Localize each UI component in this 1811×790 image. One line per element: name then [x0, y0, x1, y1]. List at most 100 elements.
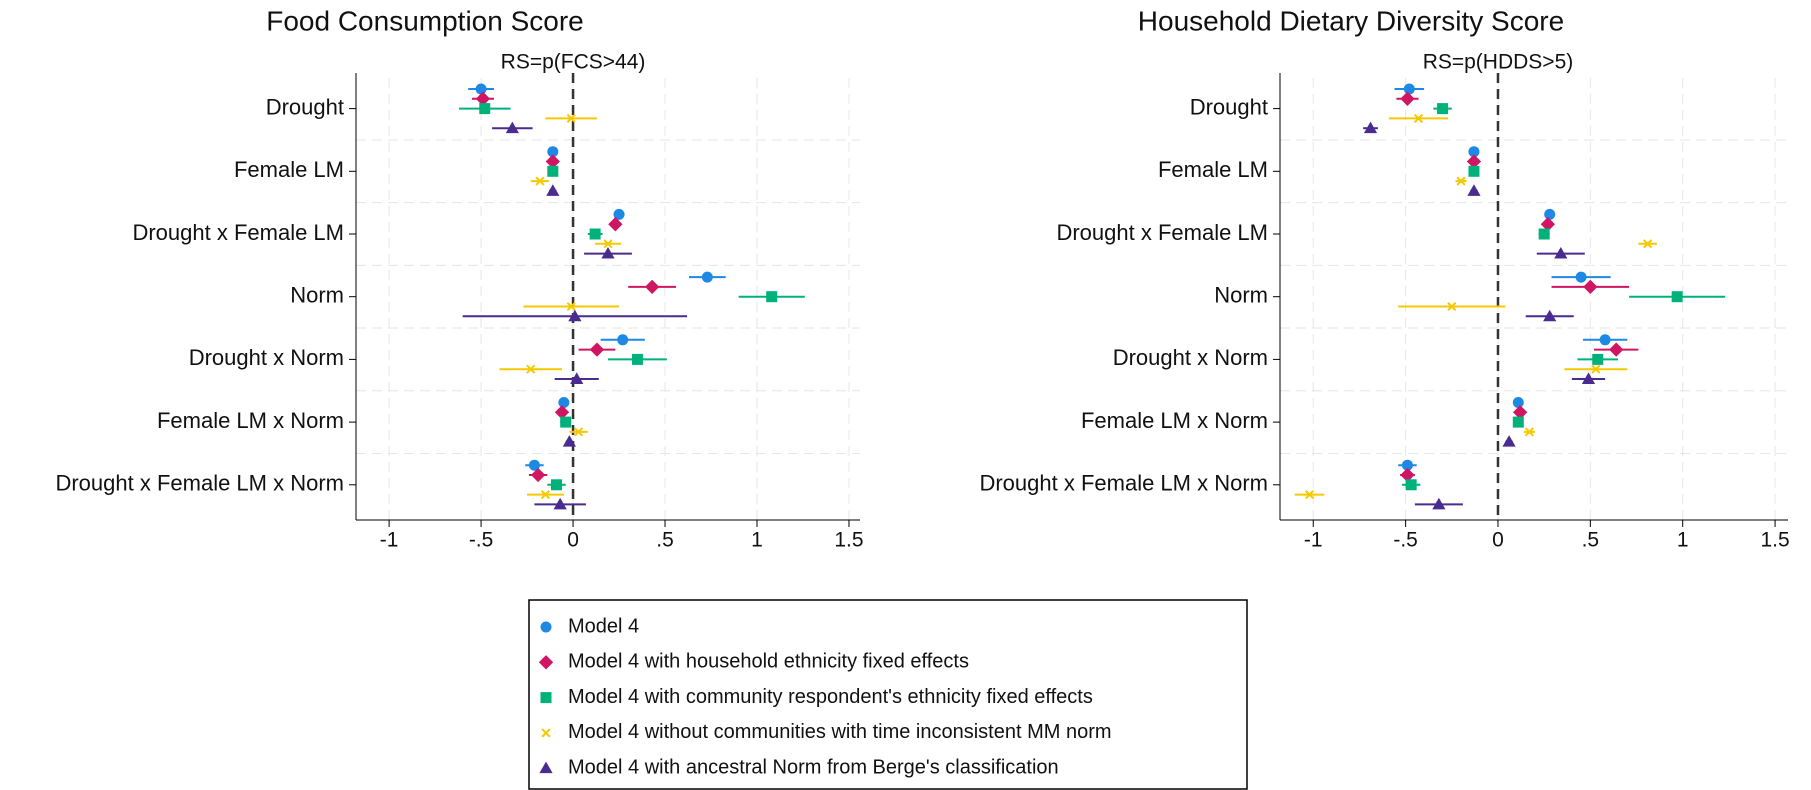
- point: [1405, 479, 1417, 491]
- point: [1575, 271, 1587, 283]
- x-tick-label: 0: [567, 529, 579, 552]
- y-tick-label: Drought x Female LM x Norm: [979, 471, 1268, 496]
- point: [617, 334, 629, 346]
- point: [1468, 165, 1480, 177]
- point: [1591, 364, 1601, 374]
- point: [1401, 459, 1413, 471]
- point: [1502, 435, 1516, 447]
- x-tick-label: -1: [380, 529, 399, 552]
- point: [1363, 121, 1378, 134]
- point: [1540, 217, 1556, 232]
- y-tick-label: Female LM: [1158, 157, 1268, 182]
- point: [570, 372, 584, 384]
- point: [608, 217, 623, 232]
- legend-marker: [541, 728, 551, 738]
- point: [1305, 490, 1315, 500]
- point: [1432, 497, 1446, 510]
- point: [568, 309, 582, 322]
- x-tick-label: 1.5: [1760, 529, 1789, 552]
- y-tick-label: Female LM x Norm: [157, 408, 344, 433]
- point: [1466, 154, 1482, 169]
- x-tick-label: .5: [1582, 529, 1600, 552]
- legend-marker: [539, 761, 553, 774]
- legend-box: [528, 599, 1248, 790]
- y-tick-label: Drought x Female LM: [132, 220, 344, 245]
- x-tick-label: .5: [656, 529, 674, 552]
- point: [554, 405, 570, 420]
- x-tick-label: 1.5: [834, 529, 863, 552]
- point: [553, 497, 567, 510]
- y-tick-label: Drought x Female LM x Norm: [55, 471, 344, 496]
- y-tick-label: Drought x Norm: [189, 345, 344, 370]
- point: [550, 479, 562, 491]
- point: [631, 353, 643, 365]
- x-tick-label: 0: [1492, 529, 1504, 552]
- point: [475, 91, 491, 106]
- point: [1468, 146, 1480, 158]
- point: [613, 208, 625, 220]
- legend-label: Model 4: [568, 615, 639, 637]
- point: [1437, 103, 1449, 115]
- point: [1543, 309, 1557, 322]
- point: [547, 146, 559, 158]
- point: [566, 113, 576, 123]
- point: [1609, 342, 1624, 357]
- point: [545, 154, 560, 169]
- x-tick-label: -.5: [1393, 529, 1418, 552]
- point: [1643, 239, 1653, 249]
- point: [558, 397, 570, 408]
- point: [547, 165, 559, 177]
- point: [1403, 83, 1415, 95]
- y-tick-label: Norm: [290, 283, 344, 308]
- x-tick-label: -.5: [469, 529, 494, 552]
- point: [505, 121, 519, 134]
- point: [540, 490, 551, 500]
- point: [701, 271, 713, 283]
- point: [1456, 176, 1466, 186]
- y-tick-label: Norm: [1214, 283, 1268, 308]
- point: [562, 435, 576, 447]
- legend-label: Model 4 with community respondent's ethn…: [568, 686, 1093, 708]
- point: [1512, 405, 1528, 420]
- point: [530, 467, 546, 483]
- chart-title: Household Dietary Diversity Score: [1138, 5, 1564, 36]
- point: [1467, 184, 1481, 196]
- point: [1512, 416, 1524, 428]
- point: [1554, 247, 1568, 259]
- point: [1581, 372, 1596, 384]
- point: [528, 459, 540, 471]
- point: [566, 301, 576, 312]
- x-tick-label: 1: [1677, 529, 1689, 552]
- x-tick-label: 1: [751, 529, 763, 552]
- annotation: RS=p(HDDS>5): [1423, 51, 1574, 74]
- legend-label: Model 4 with household ethnicity fixed e…: [568, 651, 969, 673]
- point: [1524, 427, 1534, 437]
- point: [766, 291, 778, 303]
- annotation: RS=p(FCS>44): [501, 51, 646, 74]
- point: [479, 103, 491, 115]
- point: [546, 184, 560, 196]
- chart-title: Food Consumption Score: [266, 5, 584, 36]
- point: [1512, 397, 1524, 408]
- point: [644, 279, 660, 295]
- legend-label: Model 4 with ancestral Norm from Berge's…: [568, 756, 1059, 778]
- point: [589, 342, 605, 357]
- x-tick-label: -1: [1304, 529, 1323, 552]
- y-tick-label: Drought x Norm: [1113, 345, 1268, 370]
- point: [1447, 301, 1457, 312]
- point: [1413, 113, 1424, 123]
- point: [1592, 353, 1604, 365]
- y-tick-label: Drought: [1190, 94, 1268, 119]
- point: [1400, 91, 1415, 106]
- point: [1671, 291, 1683, 303]
- point: [589, 228, 601, 240]
- y-tick-label: Drought x Female LM: [1056, 220, 1268, 245]
- y-tick-label: Drought: [266, 94, 344, 119]
- point: [1544, 208, 1556, 220]
- point: [603, 239, 613, 249]
- point: [475, 83, 487, 95]
- legend-marker: [540, 692, 552, 704]
- point: [574, 427, 584, 437]
